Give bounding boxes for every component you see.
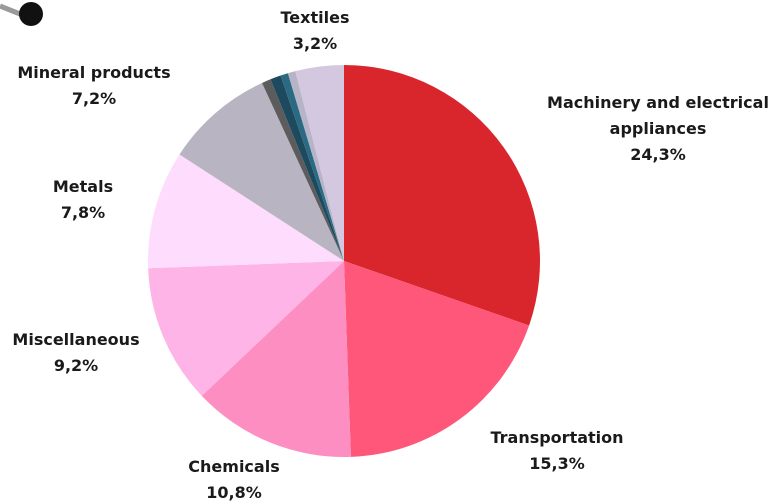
corner-connector-line — [0, 3, 21, 17]
slice-label-machinery-and-electrical-appliances-line-1: Machinery and electrical — [547, 93, 769, 112]
slice-label-transportation: Transportation — [490, 428, 623, 447]
pie-slice-unlabeled-9 — [287, 71, 344, 261]
pie-slice-unlabeled-7 — [270, 75, 344, 261]
slice-label-textiles: Textiles — [281, 8, 350, 27]
slice-label-miscellaneous: Miscellaneous — [12, 330, 139, 349]
pie-slice-unlabeled-8 — [280, 73, 344, 261]
pie-slice-miscellaneous — [148, 261, 344, 396]
slice-label-mineral-products: Mineral products — [17, 63, 170, 82]
slice-label-machinery-and-electrical-appliances-line-2: appliances — [610, 119, 707, 138]
slice-value-miscellaneous: 9,2% — [54, 356, 98, 375]
slice-value-mineral-products: 7,2% — [72, 89, 116, 108]
slice-label-chemicals: Chemicals — [188, 457, 279, 476]
slice-value-textiles: 3,2% — [293, 34, 337, 53]
pie-slice-textiles — [295, 65, 344, 261]
slice-value-metals: 7,8% — [61, 203, 105, 222]
pie-slice-metals — [148, 154, 344, 269]
pie-slice-unlabeled-6 — [262, 79, 344, 261]
corner-dot-marker — [19, 2, 43, 26]
pie-slice-transportation — [344, 261, 530, 457]
pie-slices — [148, 65, 540, 458]
pie-slice-machinery-and-electrical-appliances — [344, 65, 540, 326]
slice-value-machinery-and-electrical-appliances: 24,3% — [630, 145, 686, 164]
slice-label-metals: Metals — [53, 177, 113, 196]
pie-labels: Machinery and electrical appliances 24,3% T… — [12, 8, 769, 502]
pie-slice-chemicals — [201, 261, 351, 458]
slice-value-chemicals: 10,8% — [206, 483, 262, 502]
slice-value-transportation: 15,3% — [529, 454, 585, 473]
pie-slice-mineral-products — [179, 82, 344, 262]
